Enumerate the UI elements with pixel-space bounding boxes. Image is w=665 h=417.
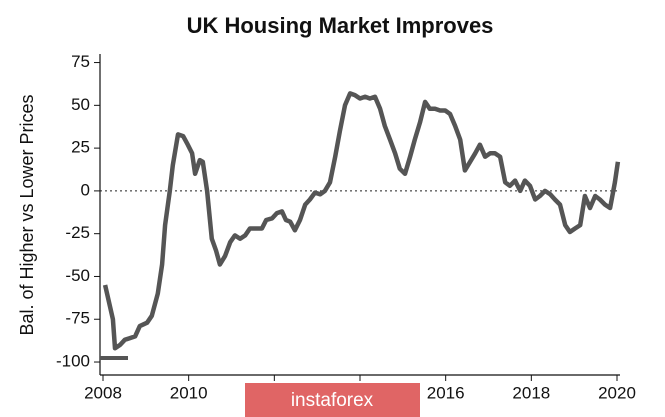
y-tick-label: -25 (65, 223, 90, 242)
watermark-box (245, 383, 420, 417)
x-tick-label: 2020 (598, 383, 636, 402)
y-tick-label: -100 (56, 352, 90, 371)
x-tick-label: 2010 (170, 383, 208, 402)
plot-area: 7550250-25-50-75-10020082010201220142016… (56, 52, 636, 402)
y-tick-label: -50 (65, 266, 90, 285)
data-line (102, 91, 621, 351)
y-tick-label: 0 (81, 180, 90, 199)
x-tick-label: 2008 (84, 383, 122, 402)
x-tick-label: 2018 (512, 383, 550, 402)
y-tick-label: 50 (71, 95, 90, 114)
y-tick-label: 75 (71, 52, 90, 71)
y-tick-label: -75 (65, 309, 90, 328)
x-tick-label: 2016 (427, 383, 465, 402)
y-tick-label: 25 (71, 138, 90, 157)
watermark-text: instaforex (291, 390, 374, 411)
watermark: instaforex (245, 383, 420, 417)
y-axis-title: Bal. of Higher vs Lower Prices (17, 94, 37, 335)
chart-title: UK Housing Market Improves (187, 13, 494, 38)
